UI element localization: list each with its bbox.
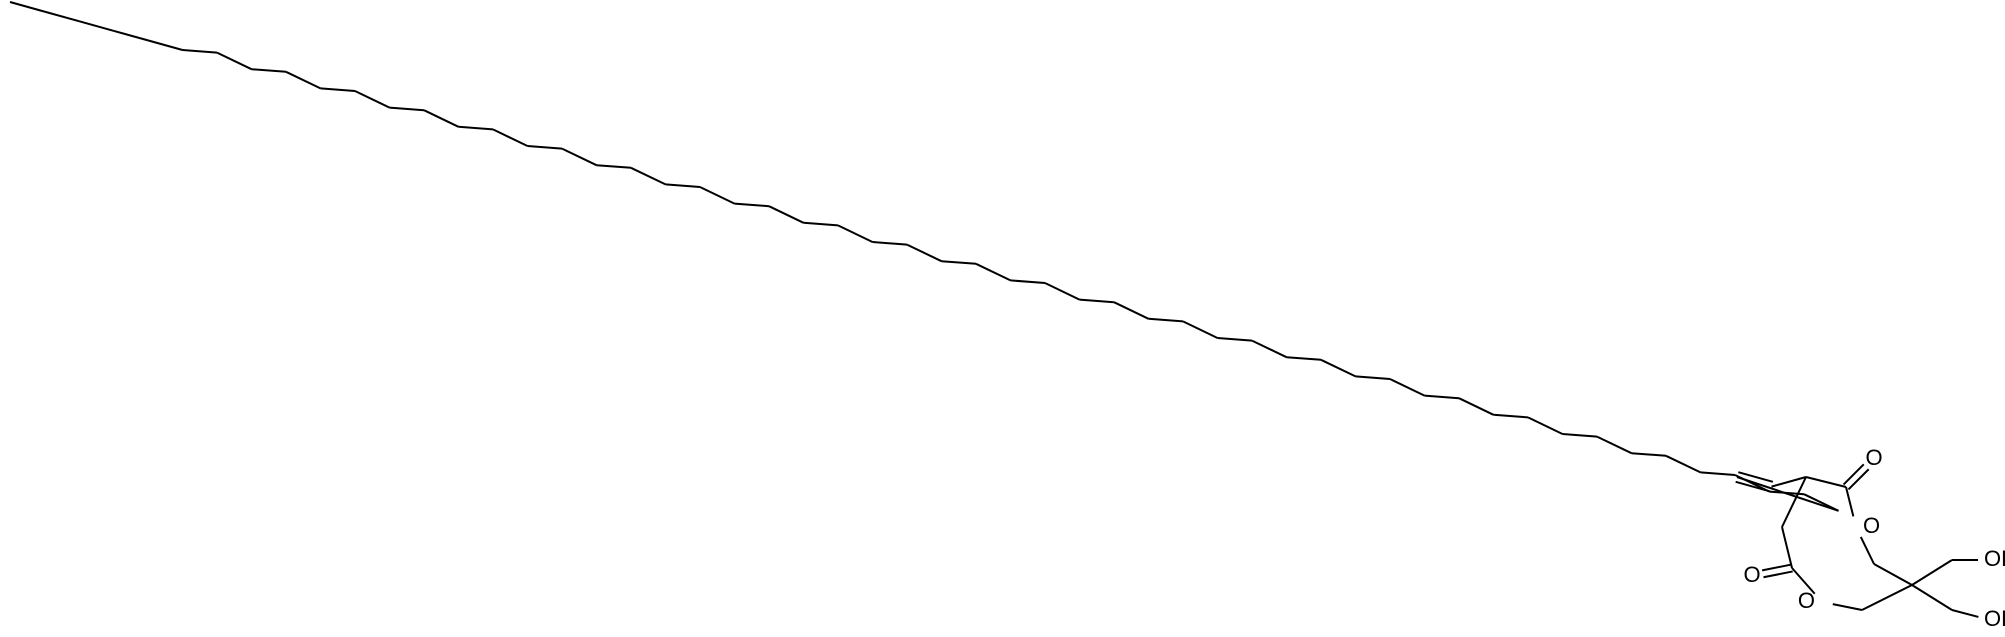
molecule-structure: O O O O OH OH: [0, 0, 2005, 637]
svg-text:OH: OH: [1984, 606, 2005, 631]
svg-text:O: O: [1865, 445, 1882, 470]
svg-text:OH: OH: [1984, 546, 2005, 571]
svg-text:O: O: [1863, 513, 1880, 538]
svg-text:O: O: [1743, 562, 1760, 587]
svg-text:O: O: [1798, 588, 1815, 613]
